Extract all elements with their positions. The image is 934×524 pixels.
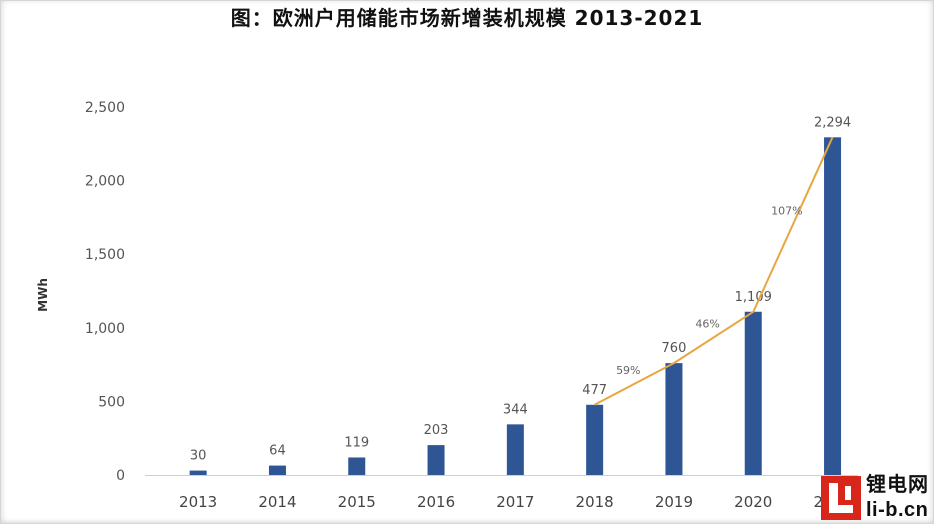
y-tick-label: 1,000: [85, 321, 125, 337]
bar-2014: [268, 465, 286, 475]
value-label-2014: 64: [269, 444, 286, 459]
value-label-2013: 30: [190, 449, 207, 464]
bar-2020: [744, 311, 762, 475]
watermark-name: 锂电网: [866, 472, 929, 496]
value-label-2020: 1,109: [735, 290, 772, 305]
growth-label-2020: 46%: [695, 317, 719, 330]
value-label-2018: 477: [582, 383, 607, 398]
growth-label-2021: 107%: [771, 205, 802, 218]
bar-2021: [824, 137, 842, 476]
bar-2013: [189, 470, 207, 475]
bar-2019: [665, 363, 683, 475]
x-tick-label-2019: 2019: [655, 493, 693, 511]
bar-2016: [427, 445, 445, 475]
bar-2017: [506, 424, 524, 475]
bar-2015: [348, 457, 366, 475]
y-tick-label: 1,500: [85, 247, 125, 263]
growth-line: [594, 136, 834, 406]
y-tick-label: 0: [116, 468, 125, 484]
value-label-2021: 2,294: [814, 115, 851, 130]
x-tick-label-2020: 2020: [734, 493, 772, 511]
chart-title: 图：欧洲户用储能市场新增装机规模 2013-2021: [230, 6, 704, 30]
value-label-2015: 119: [344, 435, 369, 450]
x-tick-label-2015: 2015: [338, 493, 376, 511]
value-label-2017: 344: [503, 402, 528, 417]
x-tick-label-2017: 2017: [496, 493, 534, 511]
value-label-2019: 760: [662, 341, 687, 356]
y-tick-label: 2,500: [85, 100, 125, 116]
y-tick-label: 500: [98, 394, 125, 410]
y-axis-label: MWh: [36, 278, 50, 312]
x-tick-label-2014: 2014: [258, 493, 296, 511]
value-label-2016: 203: [424, 423, 449, 438]
y-tick-label: 2,000: [85, 174, 125, 190]
watermark-domain: li-b.cn: [866, 499, 929, 521]
x-tick-label-2016: 2016: [417, 493, 455, 511]
bar-2018: [586, 404, 604, 475]
x-tick-label-2013: 2013: [179, 493, 217, 511]
chart-marks: 0 500 1,000 1,500 2,000 2,500 30 2013 64 2014 119 2…: [85, 100, 858, 511]
x-tick-label-2018: 2018: [576, 493, 614, 511]
growth-label-2019: 59%: [616, 364, 640, 377]
li-b-logo-icon: [821, 476, 861, 520]
